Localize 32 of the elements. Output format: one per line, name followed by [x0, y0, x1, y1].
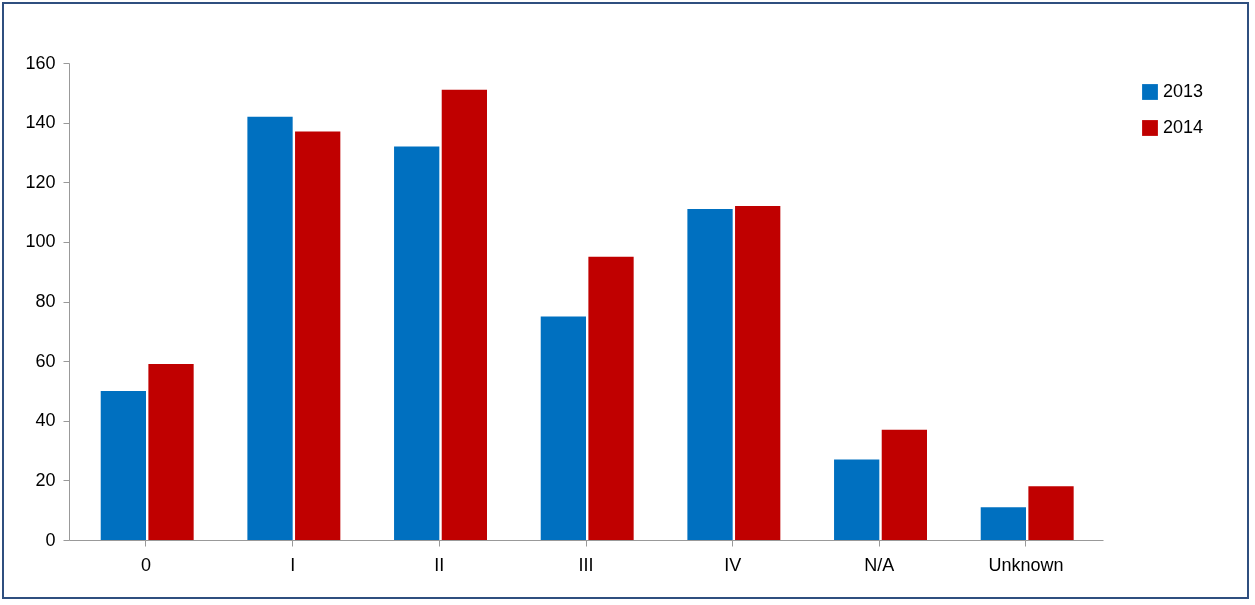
bar — [980, 507, 1026, 540]
bar — [1028, 486, 1074, 540]
bar — [100, 390, 146, 540]
bar — [295, 131, 341, 540]
x-tick-label: Unknown — [988, 554, 1064, 575]
legend-label: 2013 — [1163, 81, 1204, 101]
legend-label: 2014 — [1163, 117, 1204, 137]
x-tick-label: N/A — [864, 554, 895, 575]
y-tick-label: 80 — [35, 291, 56, 311]
bar — [834, 459, 880, 540]
y-tick-label: 0 — [45, 529, 56, 550]
bar — [735, 206, 781, 540]
bar — [881, 429, 927, 540]
y-tick-label: 160 — [25, 52, 56, 73]
y-tick-label: 20 — [35, 469, 56, 490]
bar — [394, 146, 440, 540]
y-tick-label: 120 — [25, 171, 56, 192]
x-tick-label: III — [578, 554, 594, 575]
bar — [247, 116, 293, 540]
x-tick-label: 0 — [140, 554, 152, 575]
x-tick-label: IV — [724, 554, 742, 575]
x-tick-label: I — [290, 554, 296, 575]
y-tick-label: 60 — [35, 350, 56, 371]
bar — [148, 364, 194, 540]
bar — [540, 316, 586, 540]
x-tick-label: II — [434, 554, 445, 575]
y-tick-label: 40 — [35, 410, 56, 431]
bar — [687, 209, 733, 540]
bar — [588, 256, 634, 540]
bar — [441, 89, 487, 540]
y-tick-label: 100 — [25, 231, 56, 252]
y-tick-label: 140 — [25, 112, 56, 133]
